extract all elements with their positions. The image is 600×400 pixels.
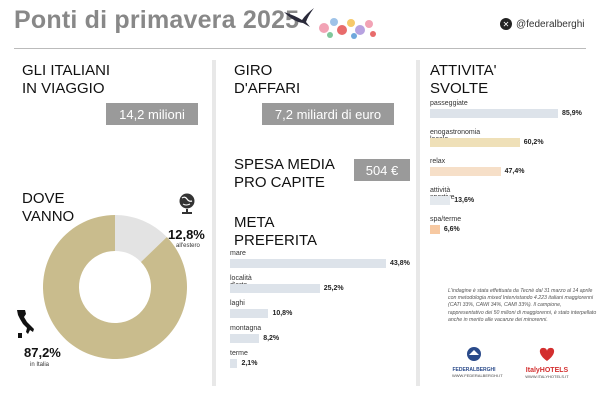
globe-icon <box>179 193 195 214</box>
federalberghi-url: WWW.FEDERALBERGHI.IT <box>452 373 503 378</box>
spending-title: SPESA MEDIA PRO CAPITE <box>234 156 335 191</box>
swallow-icon <box>284 8 314 27</box>
travel-value-box: 14,2 milioni <box>106 103 198 125</box>
destination-title: META PREFERITA <box>234 214 318 249</box>
destination-value: 25,2% <box>323 285 344 292</box>
italyhotels-logo-text: ItalyHOTELS <box>525 367 569 374</box>
where-donut-chart <box>43 215 187 359</box>
italy-map-icon <box>17 310 34 338</box>
destination-value: 43,8% <box>390 260 410 267</box>
destination-bar <box>230 359 238 368</box>
activity-bar <box>430 167 501 176</box>
abroad-pct-label: 12,8% <box>168 227 205 242</box>
italyhotels-url: WWW.ITALYHOTELS.IT <box>525 374 569 379</box>
activity-value: 47,4% <box>504 168 525 175</box>
activity-label: spa/terme <box>430 216 462 223</box>
activity-label: passeggiate <box>430 100 468 107</box>
x-logo-icon: ✕ <box>500 18 512 30</box>
italy-pct-label: 87,2% <box>24 345 61 360</box>
destination-value: 8,2% <box>263 335 280 342</box>
federalberghi-logo-icon <box>467 347 481 361</box>
destination-label: montagna <box>230 325 262 332</box>
activity-bar <box>430 138 520 147</box>
donut-slice-italy <box>43 215 187 359</box>
activity-value: 60,2% <box>523 139 544 146</box>
destination-bar <box>230 259 386 268</box>
turnover-title: GIRO D'AFFARI <box>234 62 301 97</box>
where-title: DOVE VANNO <box>22 190 75 225</box>
destination-value: 2,1% <box>241 360 258 367</box>
social-handle[interactable]: ✕ @federalberghi <box>500 18 585 30</box>
activities-title: ATTIVITA' SVOLTE <box>430 62 497 97</box>
italyhotels-logo[interactable]: ItalyHOTELS WWW.ITALYHOTELS.IT <box>516 346 578 379</box>
destination-bar <box>230 284 320 293</box>
methodology-note: L'indagine è stata effettuata da Tecnè d… <box>448 288 597 323</box>
destination-label: terme <box>230 350 248 357</box>
donut-slice-abroad <box>115 215 167 263</box>
destination-label: laghi <box>230 300 245 307</box>
abroad-label: all'estero <box>176 243 200 249</box>
column-separator <box>416 60 420 386</box>
federalberghi-logo-text: FEDERALBERGHI <box>452 367 496 373</box>
destination-label: mare <box>230 250 246 257</box>
activity-bar <box>430 225 440 234</box>
flowers-icon <box>319 18 376 39</box>
federalberghi-logo[interactable]: FEDERALBERGHI WWW.FEDERALBERGHI.IT <box>452 346 503 378</box>
heart-icon <box>539 347 555 361</box>
travel-title: GLI ITALIANI IN VIAGGIO <box>22 62 111 97</box>
spending-value-box: 504 € <box>354 159 410 181</box>
destination-value: 10,8% <box>272 310 293 317</box>
activity-bar <box>430 196 451 205</box>
destination-bar <box>230 334 260 343</box>
italy-label: in Italia <box>30 362 50 368</box>
destination-bar <box>230 309 269 318</box>
activity-bar <box>430 109 558 118</box>
activity-label: relax <box>430 158 446 165</box>
activity-value: 85,9% <box>562 110 582 117</box>
handle-text: @federalberghi <box>516 18 585 30</box>
turnover-value-box: 7,2 miliardi di euro <box>262 103 394 125</box>
column-separator <box>212 60 216 386</box>
header-divider <box>14 48 586 49</box>
activity-value: 6,6% <box>443 226 460 233</box>
page-title: Ponti di primavera 2025 <box>14 6 300 34</box>
activity-value: 13,6% <box>454 197 475 204</box>
